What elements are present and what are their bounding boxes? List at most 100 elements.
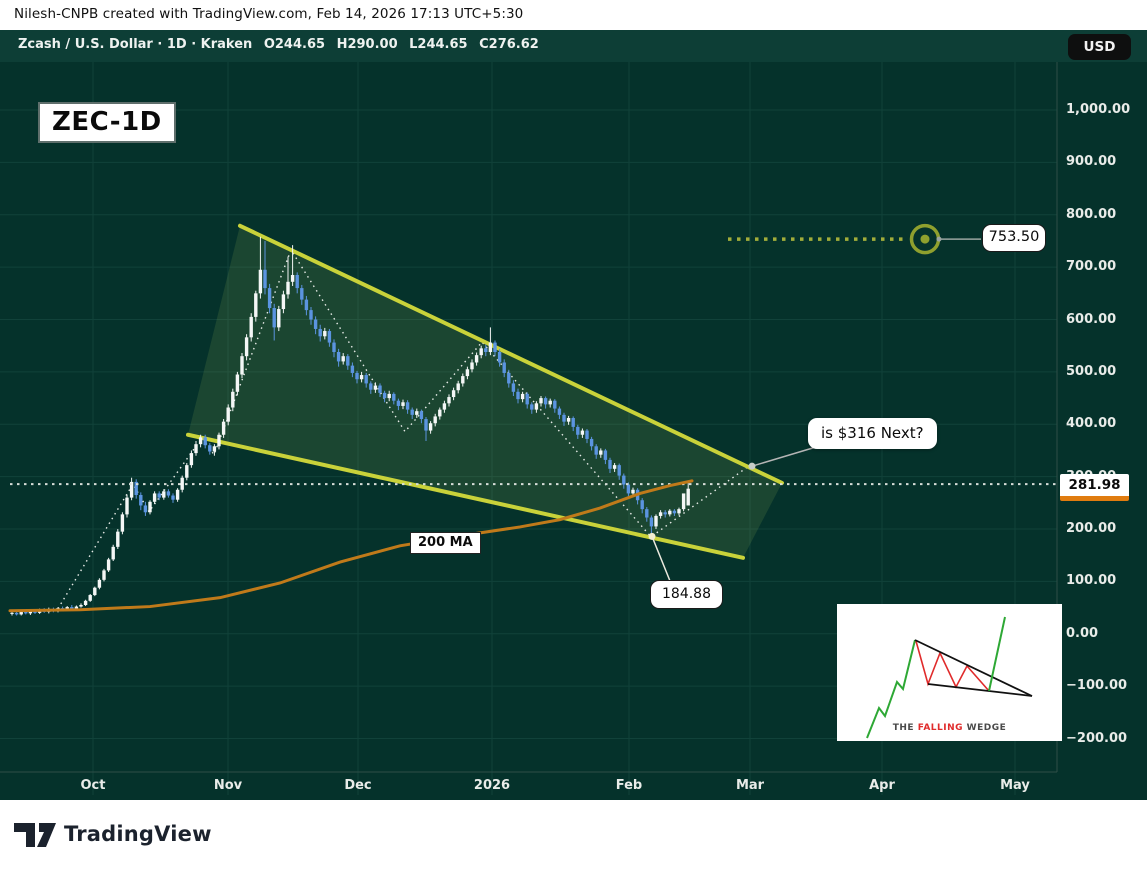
inset-caption: THE FALLING WEDGE xyxy=(837,723,1062,733)
time-tick-label: Feb xyxy=(615,778,643,793)
candle-body xyxy=(65,607,69,610)
pattern-low-label[interactable]: 184.88 xyxy=(650,580,723,609)
current-price-bar xyxy=(1060,496,1129,501)
candle-body xyxy=(318,328,322,337)
candle-body xyxy=(654,515,658,527)
candle-body xyxy=(139,494,143,506)
candle-body xyxy=(74,606,79,609)
candle-body xyxy=(658,512,663,516)
symbol-badge[interactable]: ZEC-1D xyxy=(38,102,176,143)
symbol-bar: Zcash / U.S. Dollar · 1D · Kraken O244.6… xyxy=(0,30,1147,62)
candle-body xyxy=(589,438,594,447)
candle-body xyxy=(507,372,511,384)
candle-body xyxy=(300,288,304,300)
candle-body xyxy=(511,383,516,392)
candle-body xyxy=(525,393,529,405)
candle-body xyxy=(323,331,327,337)
candle-body xyxy=(419,411,424,420)
candle-body xyxy=(217,434,221,447)
candle-body xyxy=(516,391,520,400)
price-tick-label: 200.00 xyxy=(1066,521,1117,537)
candle-body xyxy=(645,509,649,518)
candle-body xyxy=(396,400,401,406)
candle-body xyxy=(180,477,184,490)
price-axis[interactable]: 1,000.00 900.00 800.00 700.00 600.00 500.00 40… xyxy=(1060,30,1147,772)
candle-body xyxy=(166,491,171,496)
candle-body xyxy=(553,400,557,409)
candle-body xyxy=(346,356,350,366)
candle-body xyxy=(378,385,382,393)
currency-usd-button[interactable]: USD xyxy=(1068,34,1131,60)
candle-body xyxy=(649,517,654,527)
candle-body xyxy=(668,510,672,515)
candle-body xyxy=(438,409,442,417)
candle-body xyxy=(640,500,644,510)
question-connector xyxy=(751,446,817,467)
tradingview-brand-text[interactable]: TradingView xyxy=(64,822,212,846)
candle-body xyxy=(14,612,19,615)
candle-body xyxy=(93,587,97,596)
candle-body xyxy=(152,493,157,502)
candle-body xyxy=(221,421,226,435)
candle-body xyxy=(212,446,217,452)
time-tick-label: Mar xyxy=(735,778,765,793)
candle-body xyxy=(461,376,465,384)
candle-body xyxy=(258,269,263,294)
candle-body xyxy=(497,351,502,363)
inset-caption-highlight: FALLING xyxy=(917,723,964,733)
candle-body xyxy=(401,402,405,406)
attribution-text: Nilesh-CNPB created with TradingView.com… xyxy=(14,6,524,22)
candle-body xyxy=(562,414,566,422)
candle-body xyxy=(502,362,506,373)
candle-body xyxy=(617,465,621,476)
target-price-label[interactable]: 753.50 xyxy=(982,224,1046,252)
candle-body xyxy=(143,505,148,513)
candle-body xyxy=(387,393,391,399)
wedge-upper-trendline xyxy=(238,223,784,485)
candle-body xyxy=(286,281,290,295)
candle-body xyxy=(424,419,428,431)
candle-body xyxy=(194,444,198,454)
candle-body xyxy=(672,510,677,514)
time-axis[interactable]: Oct Nov Dec 2026 Feb Mar Apr May xyxy=(0,772,1057,800)
candle-body xyxy=(612,465,617,469)
candle-body xyxy=(608,459,612,469)
candle-body xyxy=(355,372,359,380)
current-price-value: 281.98 xyxy=(1060,474,1129,496)
candle-body xyxy=(456,383,460,391)
candle-body xyxy=(465,369,470,377)
candle-body xyxy=(576,426,580,435)
candle-body xyxy=(332,342,336,352)
candle-body xyxy=(488,342,493,352)
candle-body xyxy=(557,408,562,415)
candle-body xyxy=(447,397,451,404)
price-tick-label: 0.00 xyxy=(1066,625,1099,641)
candle-body xyxy=(272,307,276,328)
time-tick-label: Dec xyxy=(344,778,372,793)
candle-body xyxy=(392,393,396,401)
candle-body xyxy=(83,600,88,605)
chart-panel[interactable]: Zcash / U.S. Dollar · 1D · Kraken O244.6… xyxy=(0,30,1147,800)
candle-body xyxy=(28,610,33,614)
candle-body xyxy=(470,362,474,370)
tradingview-logo-icon[interactable] xyxy=(14,822,58,848)
candle-body xyxy=(148,501,152,513)
price-tick-label: 500.00 xyxy=(1066,363,1117,379)
candle-body xyxy=(263,269,267,289)
time-tick-label: 2026 xyxy=(473,778,511,793)
candle-body xyxy=(373,385,378,390)
price-question-callout[interactable]: is $316 Next? xyxy=(808,418,937,449)
candle-body xyxy=(120,514,125,532)
candle-body xyxy=(244,337,249,357)
candle-body xyxy=(359,375,364,380)
candle-body xyxy=(157,493,161,498)
ma-200-label[interactable]: 200 MA xyxy=(410,532,481,554)
candle-body xyxy=(520,393,525,400)
candle-body xyxy=(493,342,497,352)
time-tick-label: May xyxy=(1000,778,1030,793)
candle-body xyxy=(189,453,194,466)
candle-body xyxy=(364,375,368,384)
candle-body xyxy=(290,274,295,282)
falling-wedge-inset[interactable]: THE FALLING WEDGE xyxy=(837,604,1062,741)
candle-body xyxy=(208,445,212,452)
